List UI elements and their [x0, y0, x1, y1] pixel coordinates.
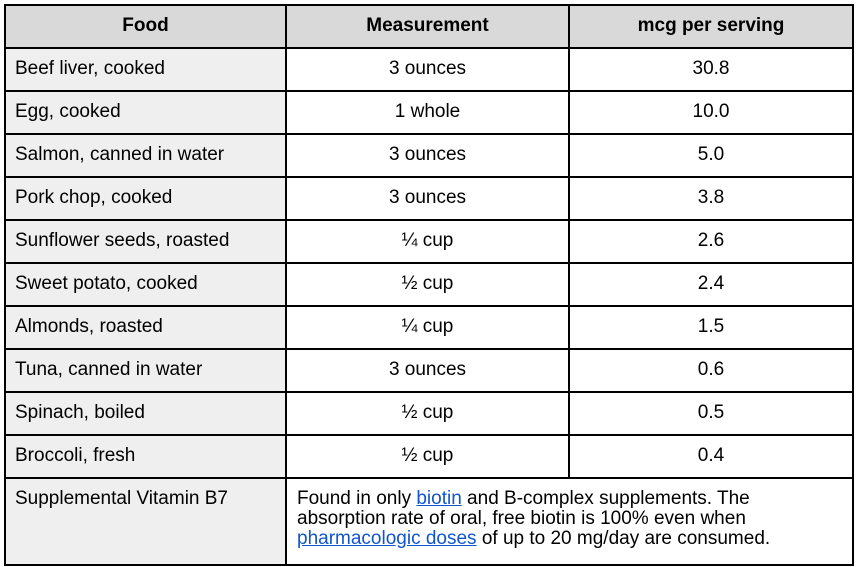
- cell-food: Sunflower seeds, roasted: [4, 219, 287, 264]
- table-row: Broccoli, fresh ½ cup 0.4: [4, 434, 854, 479]
- cell-mcg: 0.6: [568, 348, 854, 393]
- cell-measurement: 3 ounces: [285, 133, 570, 178]
- table-header: Food Measurement mcg per serving: [4, 4, 854, 49]
- cell-mcg: 1.5: [568, 305, 854, 350]
- column-header-mcg-per-serving: mcg per serving: [568, 4, 854, 49]
- cell-mcg: 5.0: [568, 133, 854, 178]
- pharmacologic-doses-link[interactable]: pharmacologic doses: [297, 528, 477, 549]
- biotin-food-sources-table: Food Measurement mcg per serving Beef li…: [4, 4, 854, 566]
- cell-food: Beef liver, cooked: [4, 47, 287, 92]
- cell-food: Egg, cooked: [4, 90, 287, 135]
- table-row: Sweet potato, cooked ½ cup 2.4: [4, 262, 854, 307]
- cell-measurement: 3 ounces: [285, 47, 570, 92]
- cell-mcg: 0.4: [568, 434, 854, 479]
- column-header-food: Food: [4, 4, 287, 49]
- cell-food: Sweet potato, cooked: [4, 262, 287, 307]
- note-text-segment: of up to 20 mg/day are consumed.: [476, 528, 771, 549]
- biotin-link[interactable]: biotin: [416, 488, 462, 509]
- cell-food: Tuna, canned in water: [4, 348, 287, 393]
- cell-mcg: 30.8: [568, 47, 854, 92]
- column-header-measurement: Measurement: [285, 4, 570, 49]
- table-row: Salmon, canned in water 3 ounces 5.0: [4, 133, 854, 178]
- cell-mcg: 2.6: [568, 219, 854, 264]
- note-text-segment: Found in only: [297, 488, 417, 509]
- cell-measurement: ½ cup: [285, 434, 570, 479]
- cell-food: Broccoli, fresh: [4, 434, 287, 479]
- table-row: Tuna, canned in water 3 ounces 0.6: [4, 348, 854, 393]
- cell-food: Supplemental Vitamin B7: [4, 477, 287, 566]
- table-row: Pork chop, cooked 3 ounces 3.8: [4, 176, 854, 221]
- cell-mcg: 2.4: [568, 262, 854, 307]
- table-row-supplement-note: Supplemental Vitamin B7 Found in only bi…: [4, 477, 854, 566]
- note-text-segment: and B-complex supplements. The absorptio…: [297, 488, 750, 529]
- cell-food: Pork chop, cooked: [4, 176, 287, 221]
- cell-supplement-note: Found in only biotin and B-complex suppl…: [285, 477, 854, 566]
- table-row: Egg, cooked 1 whole 10.0: [4, 90, 854, 135]
- cell-mcg: 0.5: [568, 391, 854, 436]
- cell-measurement: ¼ cup: [285, 305, 570, 350]
- cell-food: Spinach, boiled: [4, 391, 287, 436]
- cell-measurement: 1 whole: [285, 90, 570, 135]
- cell-food: Almonds, roasted: [4, 305, 287, 350]
- cell-measurement: ¼ cup: [285, 219, 570, 264]
- cell-measurement: 3 ounces: [285, 348, 570, 393]
- cell-mcg: 10.0: [568, 90, 854, 135]
- cell-measurement: ½ cup: [285, 262, 570, 307]
- cell-measurement: ½ cup: [285, 391, 570, 436]
- cell-measurement: 3 ounces: [285, 176, 570, 221]
- cell-food: Salmon, canned in water: [4, 133, 287, 178]
- cell-mcg: 3.8: [568, 176, 854, 221]
- header-row: Food Measurement mcg per serving: [4, 4, 854, 49]
- table-row: Beef liver, cooked 3 ounces 30.8: [4, 47, 854, 92]
- table-row: Spinach, boiled ½ cup 0.5: [4, 391, 854, 436]
- table-row: Almonds, roasted ¼ cup 1.5: [4, 305, 854, 350]
- table-row: Sunflower seeds, roasted ¼ cup 2.6: [4, 219, 854, 264]
